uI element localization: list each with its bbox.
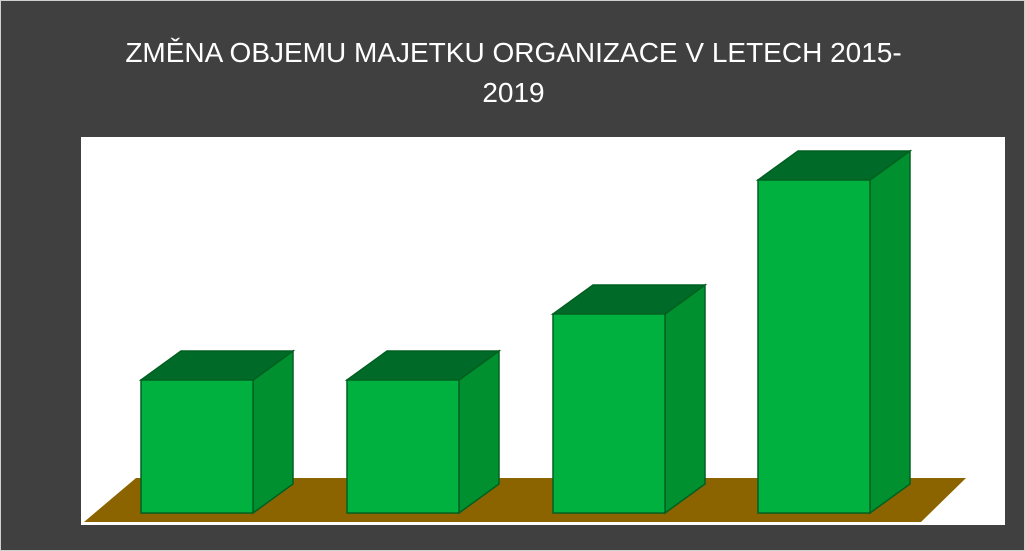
bar bbox=[757, 179, 871, 514]
bar-side bbox=[664, 283, 706, 515]
bar bbox=[346, 379, 460, 514]
chart-title: ZMĚNA OBJEMU MAJETKU ORGANIZACE V LETECH… bbox=[125, 37, 902, 108]
bar bbox=[140, 379, 254, 514]
plot-area bbox=[81, 137, 1005, 525]
bar-side bbox=[869, 149, 911, 515]
floor bbox=[84, 478, 966, 522]
bar bbox=[552, 313, 666, 514]
